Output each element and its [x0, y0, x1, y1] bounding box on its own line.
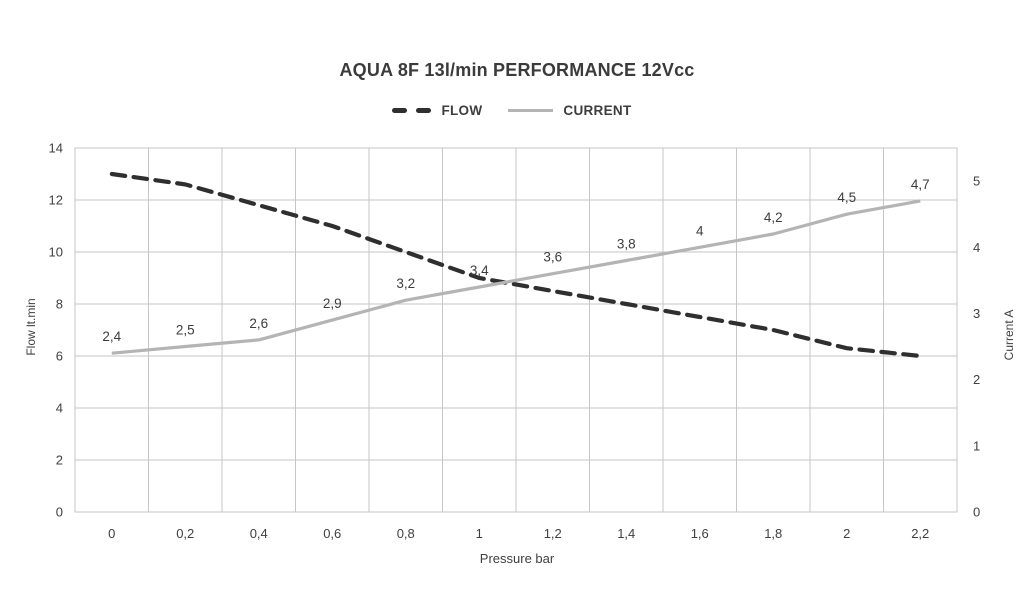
- x-tick-label: 0,2: [176, 526, 194, 541]
- current-data-label: 4,7: [911, 177, 930, 192]
- y-right-tick-label: 2: [973, 372, 980, 387]
- x-tick-label: 0,8: [397, 526, 415, 541]
- y-right-tick-label: 5: [973, 174, 980, 189]
- chart-title: AQUA 8F 13l/min PERFORMANCE 12Vcc: [339, 60, 695, 80]
- legend-item-flow: FLOW: [392, 103, 482, 118]
- current-data-label: 3,8: [617, 237, 636, 252]
- x-tick-label: 0,4: [250, 526, 268, 541]
- flow-dashed-swatch-icon: [392, 108, 432, 113]
- x-tick-label: 1,4: [617, 526, 635, 541]
- current-data-label: 2,6: [249, 316, 268, 331]
- current-data-label: 4: [696, 223, 704, 238]
- current-data-label: 4,2: [764, 210, 783, 225]
- y-right-tick-label: 3: [973, 306, 980, 321]
- current-line-swatch-icon: [508, 109, 554, 112]
- x-tick-label: 2,2: [911, 526, 929, 541]
- x-tick-label: 1,8: [764, 526, 782, 541]
- x-tick-label: 0,6: [323, 526, 341, 541]
- x-tick-label: 1: [476, 526, 483, 541]
- y-left-tick-label: 0: [56, 505, 63, 520]
- current-data-label: 3,6: [543, 250, 562, 265]
- y-right-tick-label: 1: [973, 438, 980, 453]
- x-tick-label: 1,2: [544, 526, 562, 541]
- y-left-axis-title: Flow lt.min: [24, 298, 38, 356]
- y-left-tick-label: 4: [56, 401, 63, 416]
- current-data-label: 2,5: [176, 323, 195, 338]
- x-tick-label: 1,6: [691, 526, 709, 541]
- plot-border: [74, 147, 958, 513]
- y-left-tick-label: 8: [56, 297, 63, 312]
- flow-legend-label: FLOW: [441, 103, 483, 118]
- legend-item-current: CURRENT: [508, 103, 631, 118]
- y-left-tick-label: 2: [56, 453, 63, 468]
- x-axis-title: Pressure bar: [479, 551, 555, 566]
- y-left-tick-label: 14: [49, 141, 63, 156]
- current-data-label: 4,5: [837, 190, 856, 205]
- current-data-label: 2,9: [323, 296, 342, 311]
- y-right-axis-title: Current A: [1002, 309, 1016, 361]
- current-data-label: 3,4: [470, 263, 489, 278]
- y-left-tick-label: 6: [56, 349, 63, 364]
- flow-line: [109, 171, 923, 359]
- y-left-tick-label: 10: [49, 245, 63, 260]
- current-data-label: 2,4: [102, 329, 121, 344]
- current-data-label: 3,2: [396, 276, 415, 291]
- y-right-tick-label: 4: [973, 240, 980, 255]
- x-tick-label: 0: [108, 526, 115, 541]
- current-line: [111, 199, 921, 355]
- y-left-tick-label: 12: [49, 193, 63, 208]
- x-tick-label: 2: [843, 526, 850, 541]
- y-right-tick-label: 0: [973, 505, 980, 520]
- current-legend-label: CURRENT: [563, 103, 632, 118]
- chart-legend: FLOW CURRENT: [0, 103, 1024, 118]
